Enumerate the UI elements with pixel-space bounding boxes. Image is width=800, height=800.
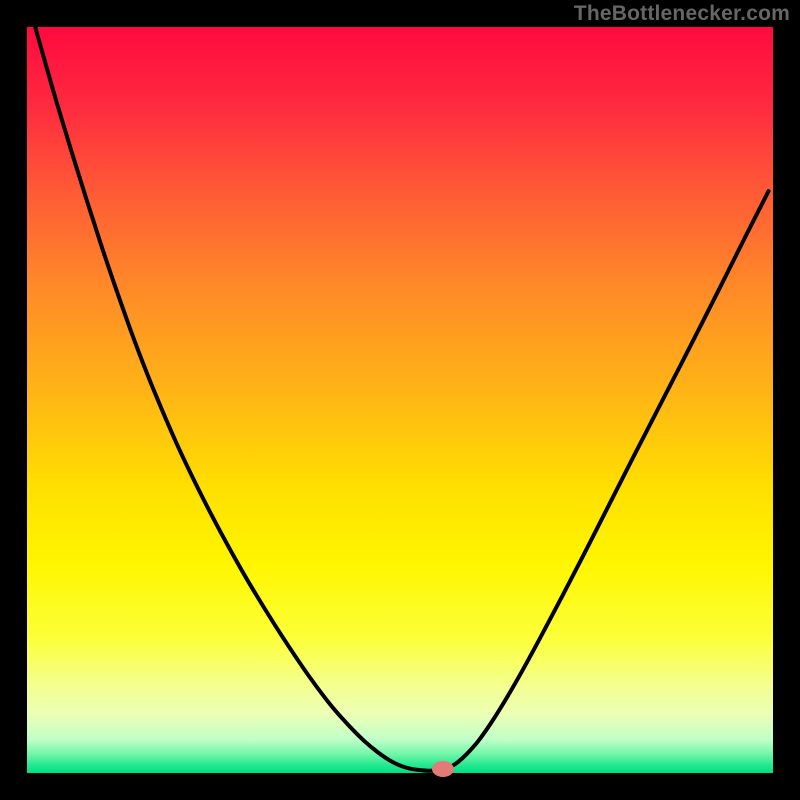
min-marker (432, 761, 454, 777)
watermark-text: TheBottlenecker.com (574, 2, 790, 26)
